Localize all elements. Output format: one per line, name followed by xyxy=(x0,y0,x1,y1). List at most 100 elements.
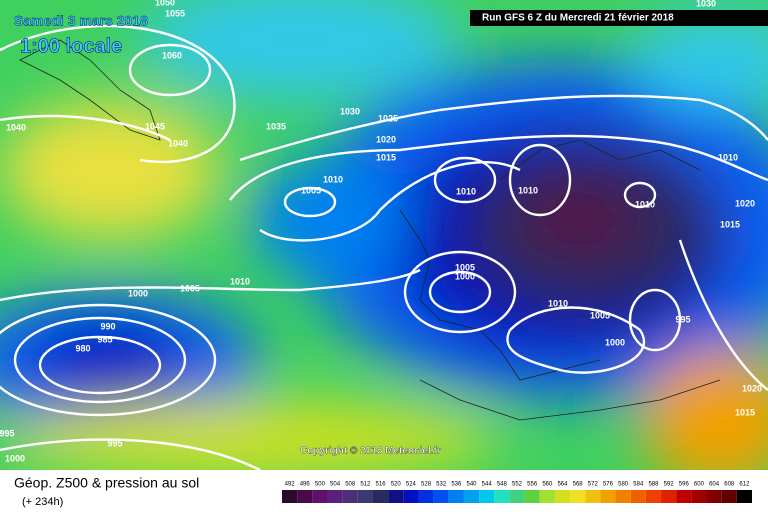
legend-swatch xyxy=(479,490,495,503)
legend-swatch xyxy=(297,490,313,503)
isobar-label: 1020 xyxy=(735,198,755,208)
legend-level: 520 xyxy=(391,482,402,488)
legend-level: 560 xyxy=(542,482,553,488)
legend-level: 540 xyxy=(467,482,478,488)
legend-level: 528 xyxy=(421,482,432,488)
copyright: Copyright © 2018 Meteociel.fr xyxy=(300,446,441,457)
legend-swatch xyxy=(357,490,373,503)
legend-swatch xyxy=(463,490,480,503)
isobar-label: 1060 xyxy=(162,50,182,60)
isobar-label: 1010 xyxy=(518,185,538,195)
legend-level: 504 xyxy=(330,482,341,488)
isobar-label: 1010 xyxy=(718,152,738,162)
coastlines xyxy=(19,39,721,421)
legend-level: 584 xyxy=(633,482,644,488)
isobar-label: 1000 xyxy=(5,453,25,463)
legend-level: 536 xyxy=(451,482,462,488)
legend-swatch xyxy=(433,490,449,503)
legend-level: 544 xyxy=(482,482,493,488)
legend-level: 492 xyxy=(285,482,296,488)
legend-level: 496 xyxy=(300,482,311,488)
isobar-label: 995 xyxy=(675,314,690,324)
isobar-label: 1000 xyxy=(455,271,475,281)
legend-swatch xyxy=(494,490,510,503)
isobar-label: 995 xyxy=(0,428,15,438)
legend-level: 556 xyxy=(527,482,538,488)
legend-swatch xyxy=(448,490,464,503)
legend-level: 604 xyxy=(709,482,720,488)
legend-level: 508 xyxy=(345,482,356,488)
forecast-lead: (+ 234h) xyxy=(22,496,63,508)
local-time: 1:00 locale xyxy=(20,35,122,57)
isobar-label: 985 xyxy=(97,334,112,344)
legend-swatch xyxy=(372,490,389,503)
legend-level: 576 xyxy=(603,482,614,488)
isobar-label: 1005 xyxy=(590,310,610,320)
isobar-label: 1005 xyxy=(180,283,200,293)
legend-swatch xyxy=(554,490,571,503)
isobar-label: 1030 xyxy=(340,106,360,116)
legend-swatch xyxy=(570,490,586,503)
run-info: Run GFS 6 Z du Mercredi 21 février 2018 xyxy=(482,13,674,24)
legend-swatch xyxy=(418,490,434,503)
legend-level: 532 xyxy=(436,482,447,488)
legend-level: 568 xyxy=(573,482,584,488)
legend-swatch xyxy=(312,490,328,503)
background-field xyxy=(0,0,768,490)
legend-swatch xyxy=(282,490,298,503)
isobar-label: 1015 xyxy=(735,407,755,417)
isobar-label: 1040 xyxy=(6,122,26,132)
legend-level: 580 xyxy=(618,482,629,488)
isobar-label: 1020 xyxy=(376,134,396,144)
footer-title: Géop. Z500 & pression au sol xyxy=(14,475,199,491)
isobar-label: 1005 xyxy=(301,185,321,195)
isobar-label: 1020 xyxy=(742,383,762,393)
run-banner xyxy=(470,10,768,26)
isobar-label: 1055 xyxy=(165,8,185,18)
legend-swatch xyxy=(403,490,419,503)
legend-swatch xyxy=(736,490,752,503)
isobar-label: 1005 xyxy=(455,262,475,272)
isobar-label: 1040 xyxy=(168,138,188,148)
legend-swatch xyxy=(342,490,358,503)
isobar-label: 1030 xyxy=(696,0,716,8)
legend-swatch xyxy=(509,490,525,503)
legend-level: 608 xyxy=(724,482,735,488)
color-legend: 492 496 500 504 508 512 516 520 524 528 532 536 540 5… xyxy=(282,482,752,503)
legend-swatch xyxy=(706,490,722,503)
isobar-label: 995 xyxy=(107,438,122,448)
legend-level: 516 xyxy=(376,482,387,488)
isobar-label: 1015 xyxy=(376,152,396,162)
isobar-label: 1010 xyxy=(230,276,250,286)
legend-swatch xyxy=(615,490,631,503)
isobar-label: 1050 xyxy=(155,0,175,7)
isobar-label: 1010 xyxy=(548,298,568,308)
legend-swatch xyxy=(600,490,616,503)
legend-level: 588 xyxy=(648,482,659,488)
legend-level: 552 xyxy=(512,482,523,488)
legend-swatch xyxy=(327,490,343,503)
legend-swatch xyxy=(691,490,707,503)
legend-level: 564 xyxy=(557,482,568,488)
isobar-label: 1045 xyxy=(145,121,165,131)
legend-swatch xyxy=(661,490,677,503)
legend-level: 500 xyxy=(315,482,326,488)
legend-swatch xyxy=(630,490,646,503)
legend-swatch xyxy=(721,490,737,503)
legend-level: 592 xyxy=(664,482,675,488)
isobar-label: 1010 xyxy=(456,186,476,196)
legend-level: 572 xyxy=(588,482,599,488)
legend-swatch xyxy=(524,490,540,503)
legend-swatch xyxy=(388,490,404,503)
isobars xyxy=(0,24,768,472)
isobar-label: 1010 xyxy=(323,174,343,184)
legend-level: 600 xyxy=(694,482,705,488)
isobar-label: 1025 xyxy=(378,113,398,123)
isobar-label: 1010 xyxy=(635,199,655,209)
legend-level: 612 xyxy=(739,482,750,488)
legend-swatch xyxy=(539,490,555,503)
legend-swatch xyxy=(676,490,692,503)
